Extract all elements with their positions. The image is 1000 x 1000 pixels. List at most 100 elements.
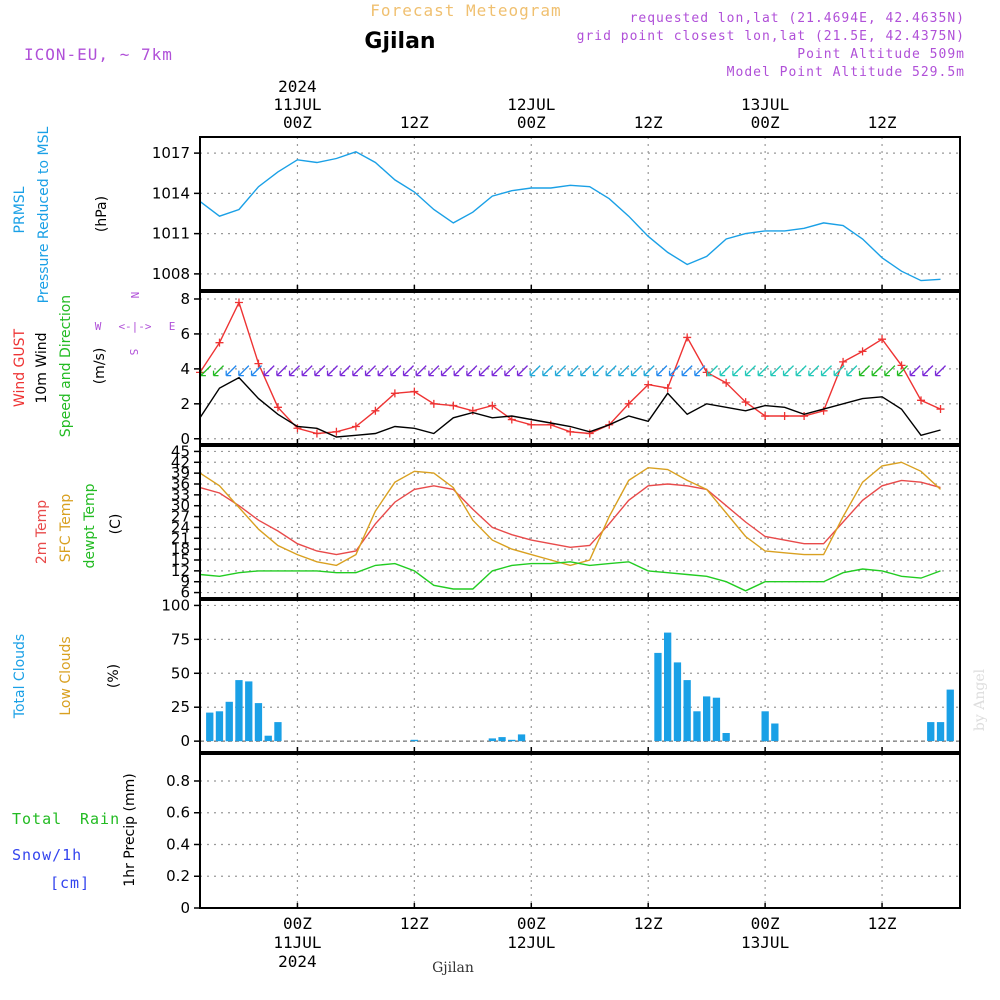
wind-direction-arrow	[934, 365, 946, 377]
compass-e: E	[169, 320, 176, 333]
gust-marker	[624, 399, 633, 408]
cloud-bar	[488, 738, 496, 742]
y-tick-label: 12	[171, 562, 190, 580]
gust-marker	[390, 389, 399, 398]
top-hour-label: 12Z	[400, 113, 429, 132]
series-line	[199, 376, 941, 438]
bottom-hour-label: 12Z	[400, 914, 429, 933]
compass-n: N	[128, 292, 141, 299]
cloud-bar	[264, 735, 272, 742]
cloud-bar	[722, 733, 730, 742]
wind-direction-arrow	[339, 365, 351, 377]
wind-10m-label: 10m Wind	[34, 332, 50, 403]
wind-direction-arrow	[795, 365, 807, 377]
wind-unit-label: (m/s)	[92, 348, 108, 385]
y-tick-label: 21	[171, 529, 190, 547]
pressure-msl-label: Pressure Reduced to MSL	[36, 126, 52, 303]
wind-direction-arrow	[428, 365, 440, 377]
gust-marker	[215, 338, 224, 347]
top-year-label: 2024	[278, 77, 317, 96]
cloud-bar	[225, 701, 233, 742]
y-tick-label: 33	[171, 486, 190, 504]
y-tick-label: 0.8	[166, 772, 190, 790]
gust-marker	[936, 405, 945, 414]
y-tick-label: 8	[180, 290, 190, 308]
wind-direction-arrow	[263, 365, 275, 377]
info-requested-lonlat: requested lon,lat (21.4694E, 42.4635N)	[630, 11, 965, 26]
clouds-panel: 0 25 50 75 100	[161, 596, 961, 753]
gust-marker	[546, 420, 555, 429]
cloud-bar	[410, 739, 418, 742]
y-tick-label: 2	[180, 395, 190, 413]
gust-marker	[722, 378, 731, 387]
wind-direction-arrow	[630, 365, 642, 377]
panel-frame	[199, 753, 961, 909]
clouds-unit-label: (%)	[106, 664, 122, 688]
y-tick-label: 1014	[152, 184, 190, 202]
y-tick-label: 27	[171, 508, 190, 526]
wind-direction-arrow	[605, 365, 617, 377]
dewpt-label: dewpt Temp	[82, 483, 98, 568]
y-tick-label: 36	[171, 475, 190, 493]
y-tick-label: 0.6	[166, 804, 190, 822]
gust-marker	[566, 427, 575, 436]
model-label: ICON-EU, ~ 7km	[24, 45, 173, 64]
cloud-bar	[673, 662, 682, 742]
cloud-bar	[517, 734, 526, 742]
gust-marker	[449, 401, 458, 410]
gust-marker	[644, 380, 653, 389]
wind-direction-arrow	[554, 365, 566, 377]
wind-direction-arrow	[529, 365, 541, 377]
top-hour-label: 00Z	[517, 113, 546, 132]
y-tick-label: 6	[180, 325, 190, 343]
gust-marker	[312, 429, 321, 438]
wind-direction-arrow	[326, 365, 338, 377]
bottom-date-label: 12JUL	[507, 933, 555, 952]
wind-direction-arrow	[618, 365, 630, 377]
wind-direction-arrow	[592, 365, 604, 377]
meteogram-title: Forecast Meteogram	[370, 1, 561, 20]
wind-direction-arrow	[276, 365, 288, 377]
gust-marker	[839, 357, 848, 366]
footer-location: Gjilan	[432, 960, 474, 976]
y-tick-label: 1017	[152, 144, 190, 162]
gust-marker	[351, 422, 360, 431]
wind-direction-arrow	[668, 365, 680, 377]
bottom-hour-label: 00Z	[283, 914, 312, 933]
y-tick-label: 1008	[152, 265, 190, 283]
wind-direction-arrow	[516, 365, 528, 377]
bottom-hour-label: 00Z	[517, 914, 546, 933]
rain-label: Rain	[80, 810, 120, 828]
wind-direction-arrow	[846, 365, 858, 377]
cloud-bar	[245, 681, 253, 742]
gust-marker	[332, 427, 341, 436]
gust-marker	[371, 406, 380, 415]
wind-direction-arrow	[706, 365, 718, 377]
y-tick-label: 0	[180, 899, 190, 917]
gust-marker	[234, 298, 243, 307]
wind-gust-label: Wind GUST	[12, 328, 28, 407]
wind-direction-arrow	[504, 365, 516, 377]
wind-direction-label: Speed and Direction	[58, 295, 74, 437]
series-line	[199, 479, 941, 556]
total-label: Total	[12, 810, 62, 828]
cloud-bar	[761, 711, 769, 742]
wind-direction-arrow	[808, 365, 820, 377]
bottom-hour-label: 12Z	[634, 914, 663, 933]
wind-direction-arrow	[478, 365, 490, 377]
gust-marker	[585, 429, 594, 438]
y-tick-label: 30	[171, 497, 190, 515]
bottom-hour-label: 00Z	[751, 914, 780, 933]
gust-marker	[410, 387, 419, 396]
wind-direction-arrow	[884, 365, 896, 377]
y-tick-label: 42	[171, 453, 190, 471]
y-tick-label: 4	[180, 360, 190, 378]
wind-direction-arrow	[377, 365, 389, 377]
gust-marker	[429, 399, 438, 408]
bottom-hour-label: 12Z	[868, 914, 897, 933]
wind-direction-arrow	[770, 365, 782, 377]
y-tick-label: 45	[171, 442, 190, 460]
gust-marker	[488, 401, 497, 410]
wind-direction-arrow	[922, 365, 934, 377]
